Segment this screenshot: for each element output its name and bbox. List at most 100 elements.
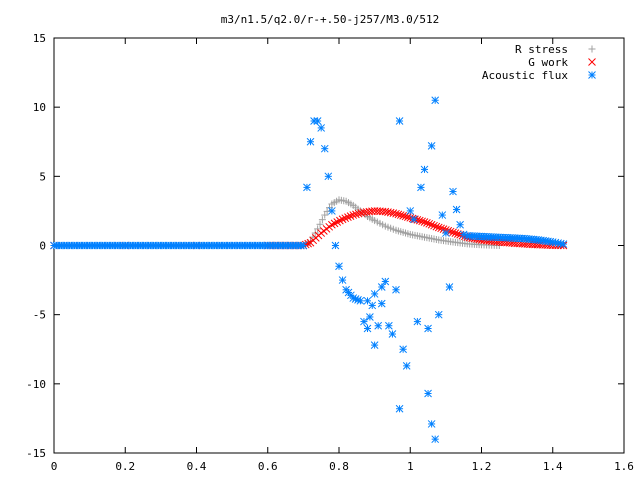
y-tick-label: 10 [33, 101, 46, 114]
x-tick-label: 1.4 [543, 460, 563, 473]
x-tick-label: 0.2 [115, 460, 135, 473]
g-work-point [389, 209, 398, 218]
acoustic-flux-point [363, 324, 372, 333]
acoustic-flux-point [370, 341, 379, 349]
acoustic-flux-point [374, 321, 383, 330]
acoustic-flux-point [456, 220, 464, 229]
acoustic-flux-point [335, 262, 343, 271]
x-tick-label: 1.6 [614, 460, 634, 473]
axis-ticks: 0 0.2 0.4 0.6 0.8 1 1.2 1.4 1.6 -15 -10 -5 0 5 10 15 [26, 32, 634, 473]
acoustic-flux-point [445, 283, 454, 291]
acoustic-flux-point [320, 144, 329, 153]
acoustic-flux-point [431, 96, 440, 105]
acoustic-flux-point [459, 230, 468, 239]
acoustic-flux-point [452, 205, 461, 214]
x-tick-label: 1 [407, 460, 414, 473]
g-work-point [446, 227, 455, 236]
acoustic-flux-point [306, 137, 315, 146]
g-work-point [401, 212, 410, 221]
acoustic-flux-point [431, 435, 440, 444]
g-work-point [430, 221, 438, 230]
g-work-point [344, 213, 352, 221]
legend-marker [588, 71, 596, 79]
legend-marker [588, 45, 596, 53]
acoustic-flux-point [313, 117, 322, 125]
acoustic-flux-point [377, 283, 386, 291]
r-stress-point [316, 220, 324, 228]
r-stress-point [318, 216, 326, 224]
chart-title: m3/n1.5/q2.0/r-+.50-j257/M3.0/512 [221, 13, 440, 26]
g-work-point [396, 211, 405, 219]
g-work-point [399, 211, 407, 220]
acoustic-flux-point [324, 172, 333, 181]
acoustic-flux-point [310, 117, 318, 125]
g-work-point [420, 218, 429, 226]
acoustic-flux-point [317, 124, 326, 132]
acoustic-flux-point [438, 211, 447, 219]
legend-label: Acoustic flux [482, 69, 568, 82]
acoustic-flux-point [370, 290, 379, 298]
g-work-point [449, 228, 457, 237]
legend-label: G work [528, 56, 568, 69]
g-work-point [394, 210, 403, 219]
r-stress-point [314, 225, 322, 233]
g-work-point [453, 230, 462, 238]
x-tick-label: 0.6 [258, 460, 278, 473]
acoustic-flux-point [399, 345, 407, 354]
acoustic-flux-point [328, 207, 336, 215]
acoustic-flux-point [377, 299, 386, 308]
x-tick-label: 0.4 [187, 460, 207, 473]
x-tick-label: 0 [51, 460, 58, 473]
acoustic-flux-point [331, 241, 340, 250]
y-tick-label: 0 [39, 240, 46, 253]
acoustic-flux-point [406, 207, 415, 215]
g-work-point [434, 223, 443, 232]
g-work-point [451, 229, 460, 238]
acoustic-flux-point [413, 317, 422, 326]
acoustic-flux-point [360, 317, 368, 326]
legend-marker [588, 58, 596, 66]
g-work-point [423, 219, 431, 227]
r-stress-point [311, 229, 319, 237]
acoustic-flux-point [303, 183, 311, 192]
y-tick-label: -10 [26, 378, 46, 391]
acoustic-flux-point [417, 183, 425, 192]
g-work-point [425, 219, 434, 228]
acoustic-flux-point [402, 361, 411, 370]
acoustic-flux-point [427, 142, 436, 150]
acoustic-flux-point [395, 117, 404, 125]
y-tick-label: 5 [39, 170, 46, 183]
acoustic-flux-point [395, 404, 404, 413]
acoustic-flux-point [385, 321, 393, 330]
y-tick-label: 15 [33, 32, 46, 45]
g-work-point [456, 230, 464, 239]
acoustic-flux-point [368, 301, 377, 310]
g-work-point [404, 213, 412, 221]
legend-label: R stress [515, 43, 568, 56]
g-work-point [418, 217, 426, 226]
g-work-point [427, 220, 436, 229]
g-work-point [341, 214, 350, 223]
acoustic-flux-point [392, 285, 400, 294]
y-tick-label: -5 [33, 309, 46, 322]
x-tick-label: 1.2 [472, 460, 492, 473]
acoustic-flux-point [434, 310, 443, 319]
acoustic-flux-point [356, 296, 365, 305]
acoustic-flux-point [388, 330, 397, 338]
acoustic-flux-point [409, 215, 418, 224]
acoustic-flux-point [424, 324, 432, 333]
acoustic-flux-point [366, 313, 374, 321]
acoustic-flux-point [420, 165, 429, 174]
acoustic-flux-point [299, 241, 308, 250]
acoustic-flux-point [427, 420, 436, 428]
g-work-point [415, 216, 424, 225]
r-stress-point [321, 211, 329, 219]
x-tick-label: 0.8 [329, 460, 349, 473]
g-work-point [392, 209, 400, 218]
g-work-point [432, 222, 441, 231]
acoustic-flux-point [381, 277, 390, 286]
acoustic-flux-point [424, 389, 432, 398]
data-points [50, 96, 568, 444]
acoustic-flux-point [442, 229, 450, 237]
